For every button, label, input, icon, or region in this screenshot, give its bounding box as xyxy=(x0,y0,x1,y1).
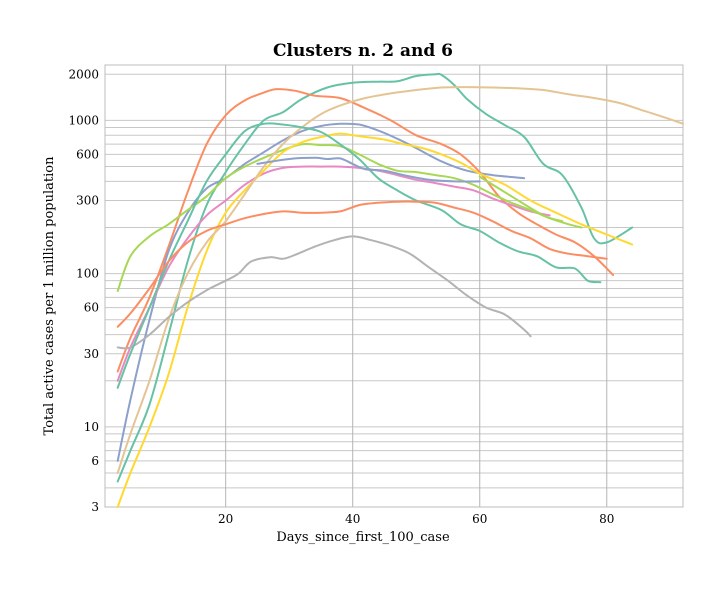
x-axis-label: Days_since_first_100_case xyxy=(276,530,450,545)
series-line-4 xyxy=(116,165,551,382)
y-tick-label: 60 xyxy=(84,301,99,315)
y-tick-label: 10 xyxy=(84,420,99,434)
series-line-11 xyxy=(478,175,564,223)
y-tick-label: 600 xyxy=(76,147,99,161)
series-line-3 xyxy=(116,122,526,462)
grid-layer xyxy=(105,65,683,508)
y-tick-label: 1000 xyxy=(68,113,99,127)
series-line-12 xyxy=(256,156,481,183)
series-layer xyxy=(116,72,684,508)
y-tick-label: 300 xyxy=(76,194,99,208)
chart-title: Clusters n. 2 and 6 xyxy=(273,41,453,61)
x-tick-label: 60 xyxy=(472,512,487,526)
y-axis-label: Total active cases per 1 million populat… xyxy=(42,156,57,436)
series-line-6 xyxy=(116,132,634,508)
y-tick-label: 100 xyxy=(76,267,99,281)
series-line-8 xyxy=(116,235,532,350)
series-line-2 xyxy=(116,88,615,373)
series-line-7 xyxy=(116,86,684,474)
plot-frame xyxy=(104,64,684,508)
tick-layer: 20 40 60 80 3 6 10 30 60 100 300 600 1000 2000 xyxy=(68,67,614,526)
y-tick-label: 30 xyxy=(84,347,99,361)
series-line-10 xyxy=(116,200,608,328)
series-line-5 xyxy=(116,142,583,292)
y-tick-label: 2000 xyxy=(68,67,99,81)
y-tick-label: 3 xyxy=(91,500,99,514)
x-tick-label: 40 xyxy=(345,512,360,526)
x-tick-label: 20 xyxy=(218,512,233,526)
x-tick-label: 80 xyxy=(599,512,614,526)
series-line-9 xyxy=(116,122,602,389)
y-tick-label: 6 xyxy=(91,454,99,468)
series-line-1 xyxy=(116,72,634,483)
